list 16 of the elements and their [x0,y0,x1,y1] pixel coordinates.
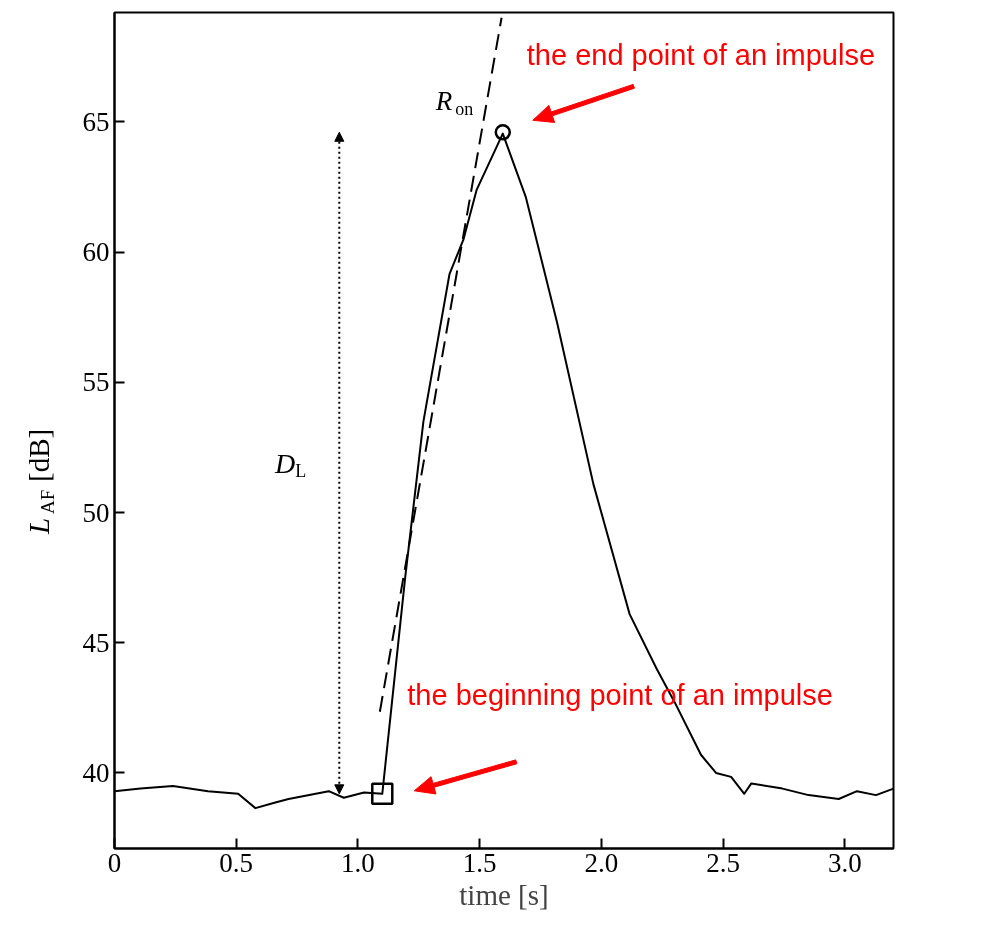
x-tick-label: 2.5 [706,847,740,878]
x-axis-title: time [s] [459,878,549,911]
annotation: the end point of an impulse [526,39,876,72]
x-tick-label: 0.5 [219,847,254,878]
y-tick-label: 60 [82,237,110,268]
y-tick-label: 50 [82,497,110,528]
y-tick-label: 65 [82,106,110,137]
y-tick-label: 55 [82,367,110,398]
x-tick-label: 3.0 [827,847,862,878]
x-tick-label: 1.0 [341,847,375,878]
x-tick-label: 0 [107,847,122,878]
y-axis-title: LAF [dB] [22,428,58,536]
x-tick-label: 2.0 [584,847,619,878]
y-tick-label: 45 [82,627,110,658]
y-tick-label: 40 [82,757,110,788]
x-tick-label: 1.5 [462,847,497,878]
